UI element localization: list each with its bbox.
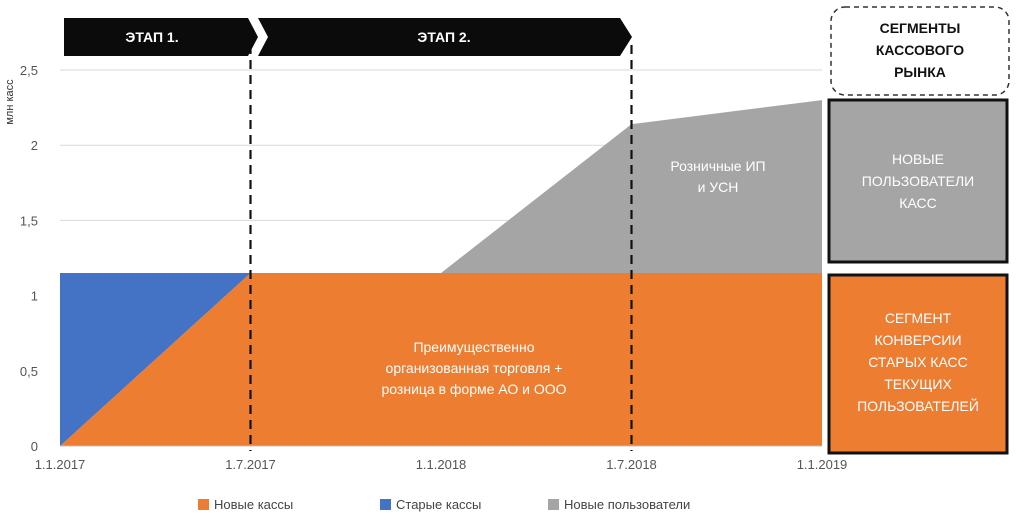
legend-swatch [198, 499, 209, 510]
annotations: Преимущественно организованная торговля +… [382, 158, 766, 397]
segment-title-box [830, 6, 1010, 96]
x-tick-label: 1.1.2019 [797, 457, 848, 472]
segment-title: КАССОВОГО [876, 42, 964, 58]
legend: Новые кассы Старые кассы Новые пользовател… [198, 497, 690, 512]
segment-title: СЕГМЕНТЫ [880, 20, 961, 36]
x-tick-label: 1.7.2018 [606, 457, 657, 472]
segment-new-users-text: ПОЛЬЗОВАТЕЛИ [862, 173, 974, 189]
series-area [345, 100, 822, 274]
y-tick-label: 0 [31, 439, 38, 454]
segment-conversion-text: ТЕКУЩИХ [884, 376, 952, 392]
annotation-text: розница в форме АО и ООО [382, 381, 567, 397]
segment-conversion-box [827, 273, 1009, 455]
annotation-text: организованная торговля + [386, 360, 563, 376]
segment-conversion-text: КОНВЕРСИИ [874, 332, 961, 348]
y-tick-label: 1,5 [20, 213, 38, 228]
y-tick-label: 2,5 [20, 63, 38, 78]
series-area [60, 273, 251, 446]
y-tick-label: 2 [31, 138, 38, 153]
segment-panel: СЕГМЕНТЫ КАССОВОГО РЫНКА НОВЫЕ ПОЛЬЗОВАТЕЛИ К… [827, 6, 1010, 455]
y-tick-label: 1 [31, 289, 38, 304]
segment-conversion-text: СЕГМЕНТ [885, 310, 952, 326]
stage-arrow [258, 18, 632, 56]
stage-banners: ЭТАП 1. ЭТАП 2. [64, 18, 632, 56]
legend-label: Старые кассы [396, 497, 481, 512]
annotation-text: Розничные ИП [670, 158, 765, 174]
annotation-text: и УСН [698, 179, 739, 195]
stage-arrow [64, 18, 258, 56]
x-tick-label: 1.1.2017 [35, 457, 86, 472]
segment-conversion-text: СТАРЫХ КАСС [868, 354, 967, 370]
axes: 0 0,5 1 1,5 2 2,5 млн касс 1.1.2017 1.7.2017 1.1.… [4, 45, 847, 472]
segment-title: РЫНКА [894, 64, 946, 80]
y-tick-label: 0,5 [20, 364, 38, 379]
x-tick-label: 1.7.2017 [225, 457, 276, 472]
annotation-text: Преимущественно [413, 339, 534, 355]
legend-swatch [548, 499, 559, 510]
legend-label: Новые кассы [214, 497, 293, 512]
segment-new-users-text: КАСС [899, 195, 936, 211]
legend-label: Новые пользователи [564, 497, 690, 512]
y-axis-label: млн касс [4, 79, 16, 125]
stage-label: ЭТАП 2. [417, 29, 470, 45]
legend-swatch [380, 499, 391, 510]
segment-new-users-box [827, 98, 1009, 264]
x-tick-label: 1.1.2018 [416, 457, 467, 472]
segment-conversion-text: ПОЛЬЗОВАТЕЛЕЙ [857, 397, 979, 414]
segment-new-users-text: НОВЫЕ [892, 151, 944, 167]
stage-label: ЭТАП 1. [125, 29, 178, 45]
